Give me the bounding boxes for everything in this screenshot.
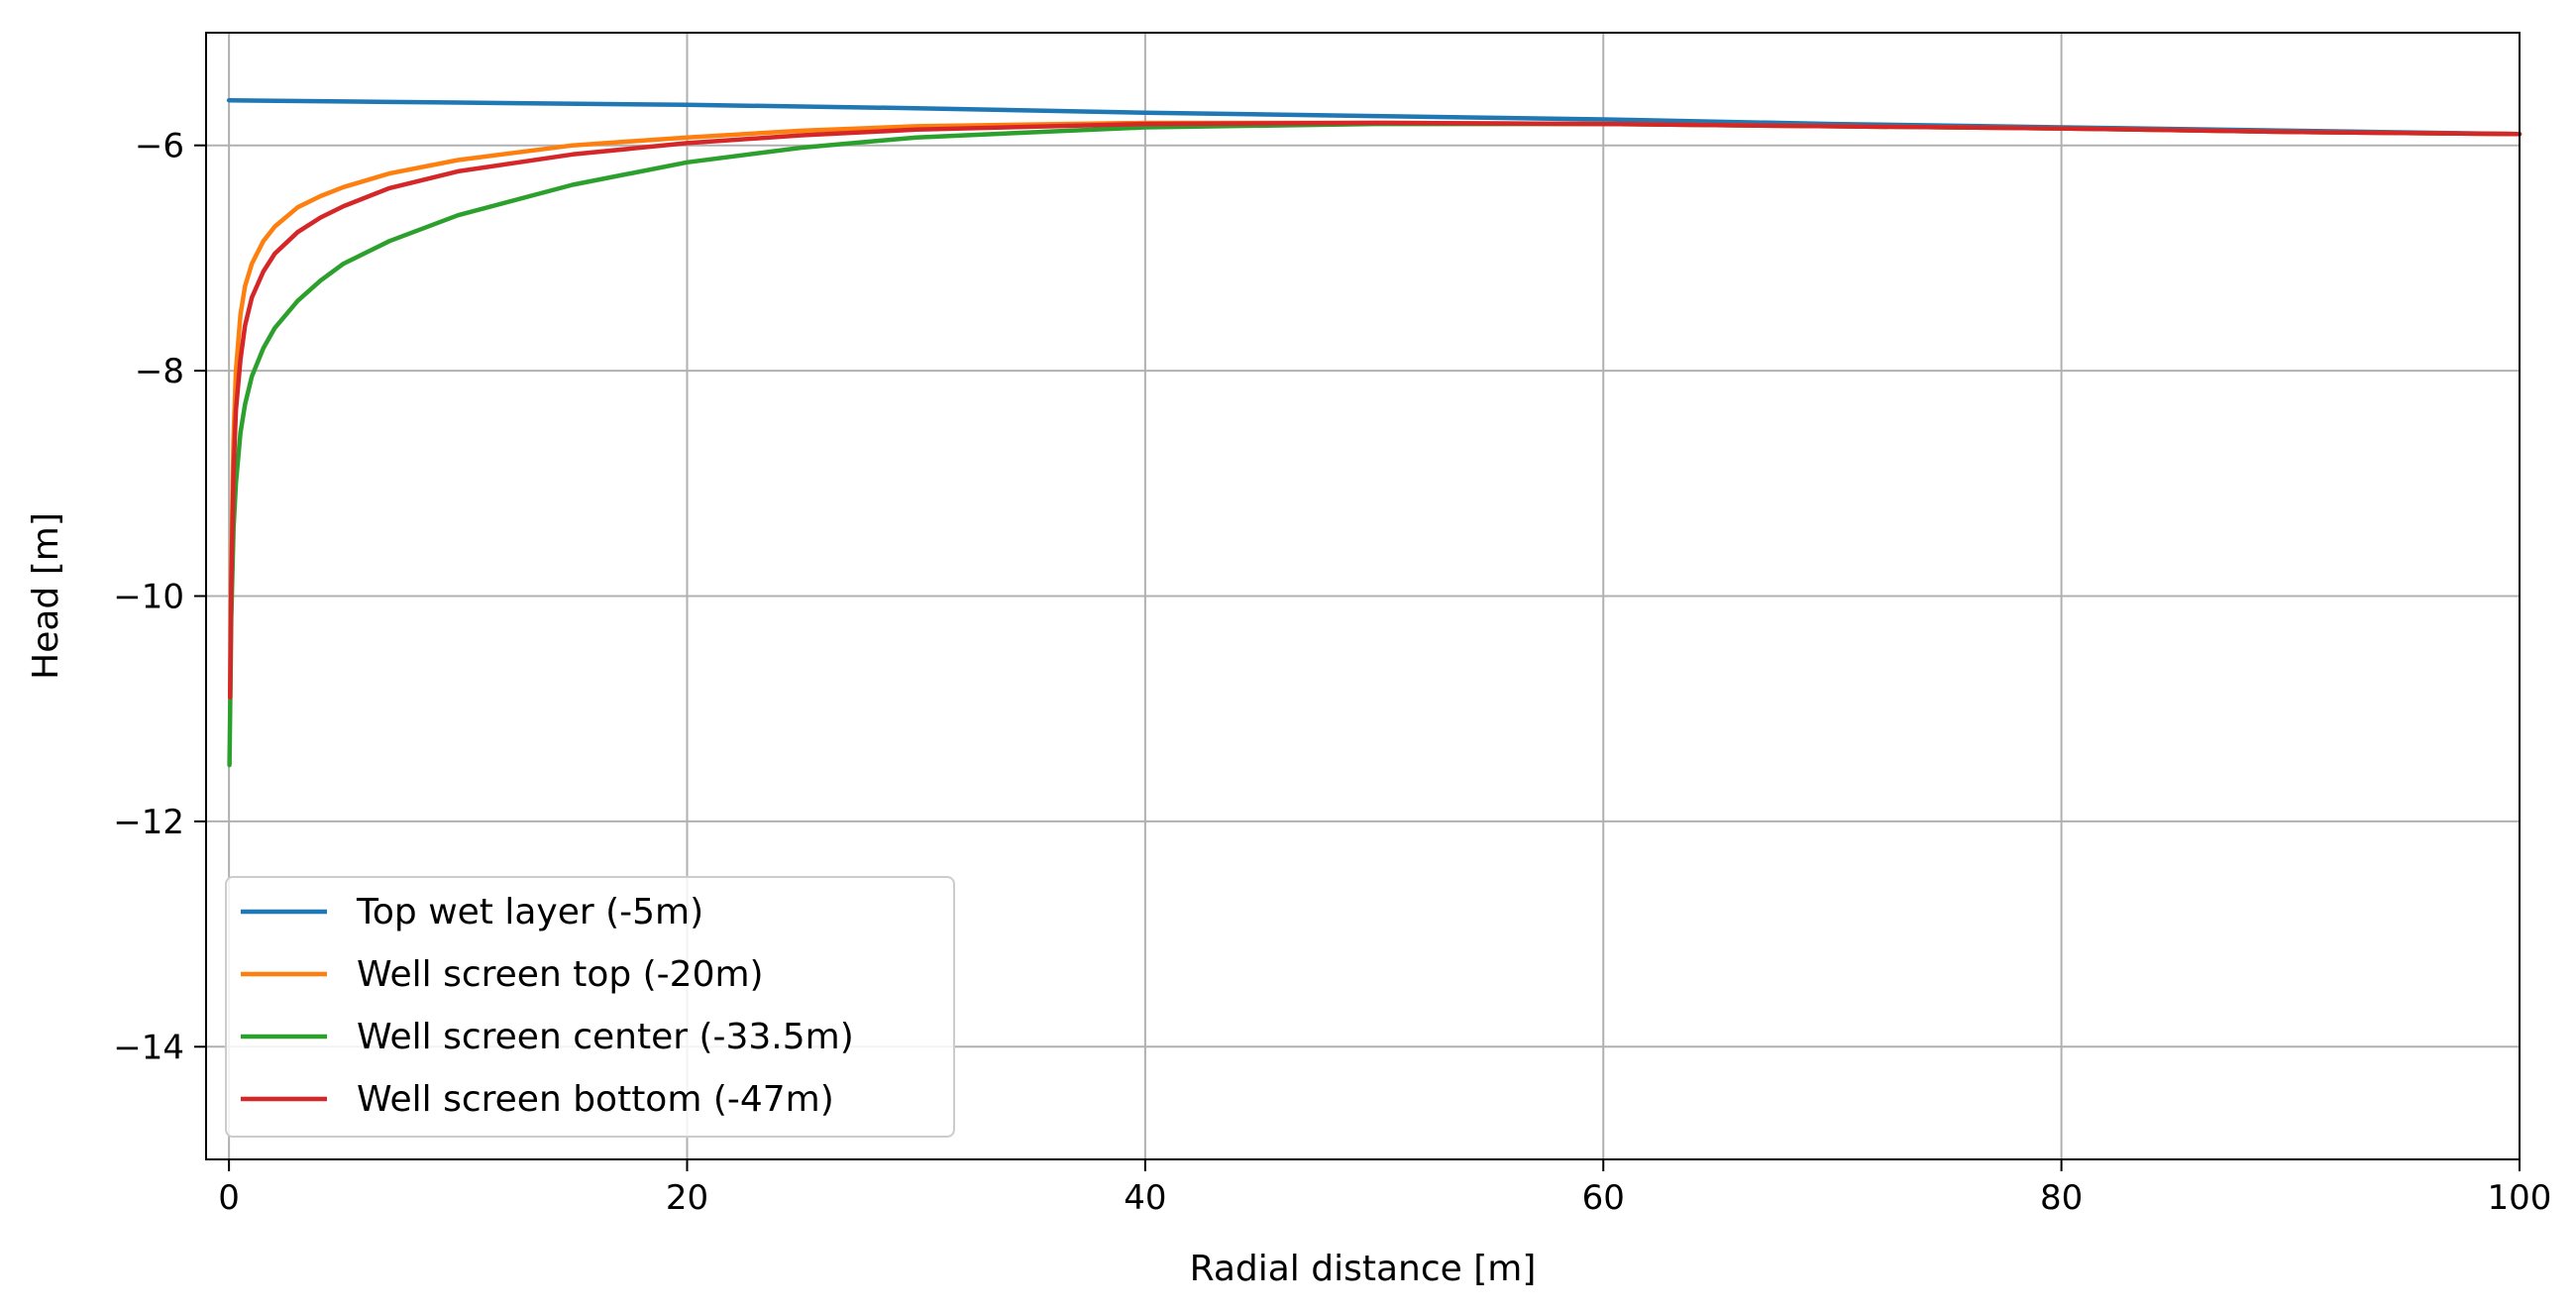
y-tick-label: −14	[113, 1028, 184, 1067]
series-lines	[226, 97, 2522, 768]
grid-lines	[206, 33, 2521, 1159]
y-axis: −6 −8 −10 −12 −14	[113, 127, 206, 1067]
x-tick-label: 20	[666, 1178, 708, 1218]
legend-label-3: Well screen center (-33.5m)	[357, 1017, 854, 1057]
x-tick-label: 100	[2488, 1178, 2552, 1218]
x-tick-label: 80	[2040, 1178, 2083, 1218]
legend-label-2: Well screen top (-20m)	[357, 954, 764, 995]
x-tick-label: 60	[1582, 1178, 1625, 1218]
y-axis-label: Head [m]	[26, 512, 66, 680]
x-tick-label: 0	[218, 1178, 240, 1218]
x-axis-label: Radial distance [m]	[1190, 1249, 1537, 1289]
x-tick-label: 40	[1124, 1178, 1166, 1218]
y-tick-label: −8	[135, 352, 184, 391]
y-tick-label: −10	[113, 578, 184, 617]
y-tick-label: −12	[113, 803, 184, 842]
legend-label-4: Well screen bottom (-47m)	[357, 1079, 834, 1120]
series-line-4	[228, 120, 2522, 701]
legend: Top wet layer (-5m) Well screen top (-20m…	[225, 876, 955, 1138]
y-tick-label: −6	[135, 127, 184, 166]
x-axis: 0 20 40 60 80 100	[218, 1159, 2551, 1218]
legend-box	[225, 876, 955, 1138]
legend-label-1: Top wet layer (-5m)	[356, 892, 703, 932]
